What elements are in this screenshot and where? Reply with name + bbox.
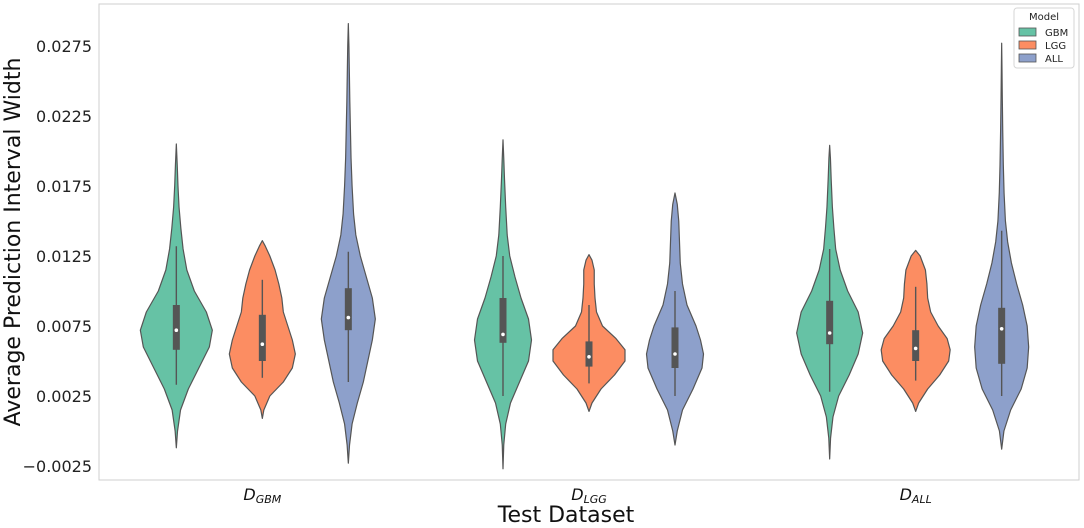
violin-median: [913, 346, 918, 351]
legend-swatch-all: [1018, 53, 1037, 63]
legend-box: [1013, 7, 1075, 69]
violin-iqr-box: [258, 314, 266, 361]
legend: Model GBM LGG ALL: [1013, 7, 1075, 69]
violins: [139, 23, 1030, 470]
violin-median: [260, 342, 265, 347]
y-tick-label: 0.0275: [36, 37, 92, 56]
y-tick-label: −0.0025: [23, 457, 92, 476]
x-category-label: DALL: [900, 485, 932, 506]
legend-label-lgg: LGG: [1045, 41, 1066, 52]
x-category-label: DGBM: [243, 485, 281, 506]
y-tick-label: 0.0175: [36, 177, 92, 196]
violin-iqr-box: [671, 327, 679, 368]
legend-label-all: ALL: [1045, 54, 1063, 65]
legend-label-gbm: GBM: [1045, 28, 1068, 39]
legend-title: Model: [1029, 12, 1059, 23]
y-tick-labels: −0.0025 0.0025 0.0075 0.0125 0.0175 0.0225 0.0…: [23, 37, 92, 476]
plot-frame: [98, 3, 1080, 481]
y-tick-label: 0.0225: [36, 107, 92, 126]
violin-iqr-box: [585, 341, 593, 367]
violin-iqr-box: [912, 330, 920, 361]
violin-iqr-box: [826, 300, 834, 345]
violin-all-gbm: [320, 23, 376, 464]
legend-swatch-gbm: [1018, 27, 1037, 37]
legend-swatch-lgg: [1018, 40, 1037, 50]
violin-median: [999, 327, 1004, 331]
violin-median: [501, 332, 505, 337]
violin-median: [827, 331, 832, 335]
violin-median: [346, 315, 351, 320]
y-axis-title: Average Prediction Interval Width: [1, 58, 26, 427]
violin-iqr-box: [344, 288, 352, 331]
x-category-labels: DGBM DLGG DALL: [243, 485, 931, 506]
y-tick-label: 0.0125: [36, 247, 92, 266]
violin-median: [174, 328, 179, 333]
y-tick-label: 0.0075: [36, 317, 92, 336]
violin-iqr-box: [998, 307, 1006, 364]
y-tick-label: 0.0025: [36, 387, 92, 406]
x-category-label: DLGG: [571, 485, 607, 506]
x-axis-title: Test Dataset: [497, 503, 635, 528]
violin-iqr-box: [172, 305, 180, 350]
violin-median: [673, 352, 677, 356]
violin-iqr-box: [499, 298, 507, 343]
violin-median: [587, 355, 591, 359]
